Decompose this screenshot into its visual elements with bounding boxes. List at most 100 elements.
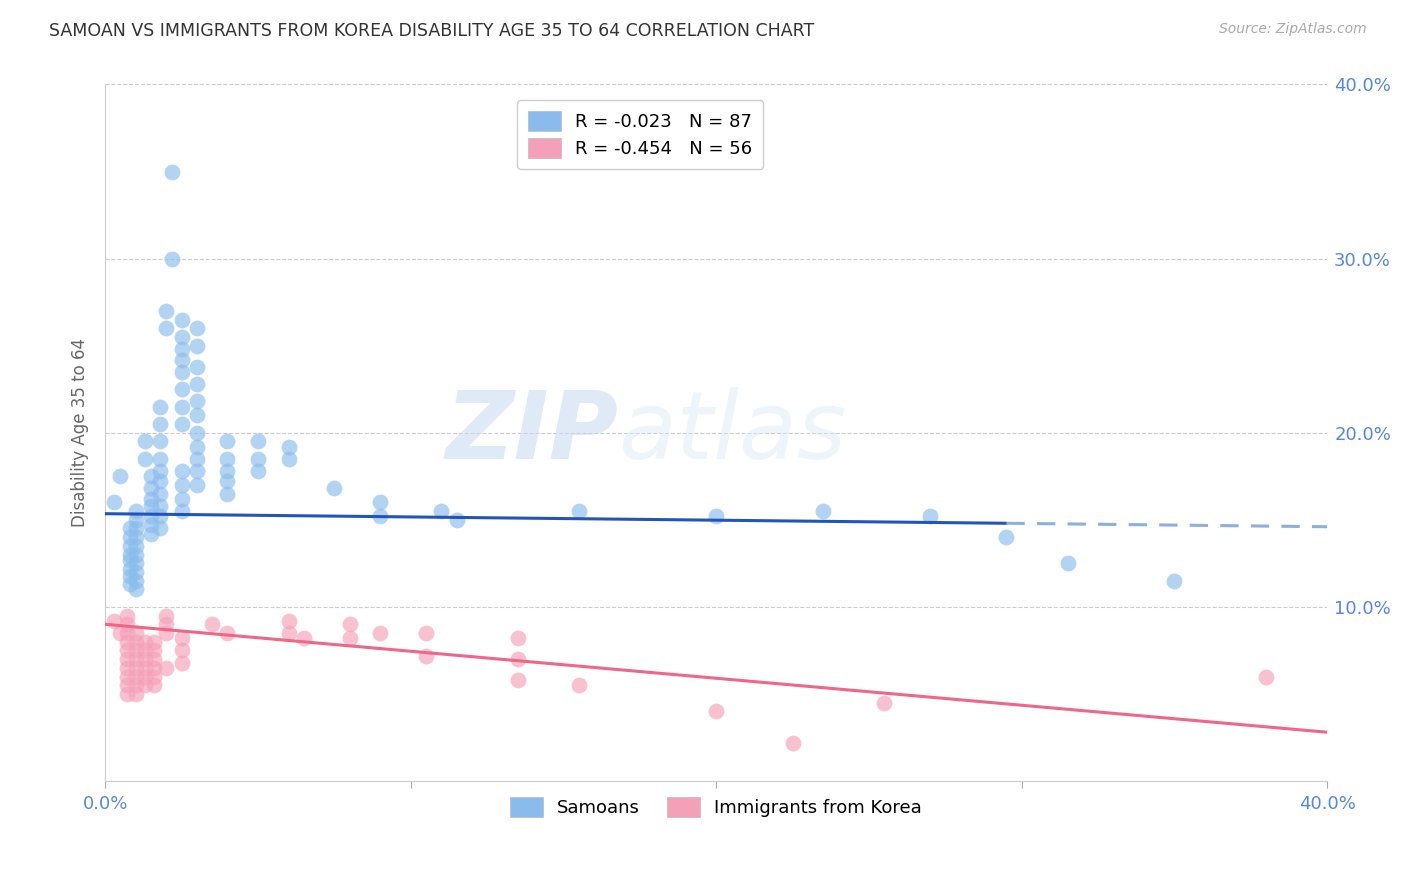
Point [143, 669, 166, 683]
Point [125, 678, 148, 692]
Point [139, 469, 162, 483]
Point [155, 617, 177, 632]
Point [125, 634, 148, 648]
Point [143, 634, 166, 648]
Point [149, 521, 172, 535]
Point [368, 495, 391, 509]
Point [170, 417, 193, 431]
Point [118, 539, 141, 553]
Point [103, 614, 125, 628]
Point [118, 548, 141, 562]
Point [143, 678, 166, 692]
Point [277, 451, 299, 466]
Point [506, 652, 529, 666]
Point [186, 478, 208, 492]
Point [115, 652, 138, 666]
Point [782, 736, 804, 750]
Point [115, 678, 138, 692]
Point [139, 518, 162, 533]
Point [186, 376, 208, 391]
Point [103, 495, 125, 509]
Point [125, 521, 148, 535]
Point [143, 643, 166, 657]
Text: atlas: atlas [619, 387, 846, 478]
Point [277, 440, 299, 454]
Point [811, 504, 834, 518]
Point [125, 504, 148, 518]
Point [704, 509, 727, 524]
Point [506, 673, 529, 687]
Point [139, 491, 162, 506]
Point [139, 482, 162, 496]
Point [115, 626, 138, 640]
Point [139, 526, 162, 541]
Point [118, 521, 141, 535]
Point [368, 626, 391, 640]
Point [125, 687, 148, 701]
Point [125, 652, 148, 666]
Point [118, 561, 141, 575]
Point [149, 434, 172, 449]
Point [446, 513, 468, 527]
Point [186, 464, 208, 478]
Point [125, 643, 148, 657]
Point [217, 486, 239, 500]
Point [186, 409, 208, 423]
Point [1163, 574, 1185, 588]
Point [170, 478, 193, 492]
Point [155, 626, 177, 640]
Point [170, 312, 193, 326]
Point [118, 577, 141, 591]
Point [149, 451, 172, 466]
Point [415, 648, 437, 663]
Point [143, 652, 166, 666]
Point [143, 661, 166, 675]
Point [134, 669, 156, 683]
Point [506, 631, 529, 645]
Point [115, 661, 138, 675]
Point [125, 661, 148, 675]
Point [995, 530, 1018, 544]
Point [125, 565, 148, 579]
Point [170, 342, 193, 356]
Point [149, 400, 172, 414]
Point [568, 504, 591, 518]
Point [568, 678, 591, 692]
Point [134, 643, 156, 657]
Point [149, 509, 172, 524]
Point [217, 451, 239, 466]
Point [323, 482, 346, 496]
Point [115, 608, 138, 623]
Point [115, 687, 138, 701]
Point [186, 394, 208, 409]
Point [186, 425, 208, 440]
Point [125, 548, 148, 562]
Point [170, 656, 193, 670]
Point [339, 617, 361, 632]
Point [125, 626, 148, 640]
Point [125, 539, 148, 553]
Point [217, 464, 239, 478]
Point [918, 509, 941, 524]
Point [217, 626, 239, 640]
Point [125, 557, 148, 571]
Point [155, 661, 177, 675]
Point [170, 643, 193, 657]
Point [162, 164, 184, 178]
Point [170, 631, 193, 645]
Point [110, 626, 132, 640]
Point [149, 417, 172, 431]
Point [118, 530, 141, 544]
Point [201, 617, 224, 632]
Legend: Samoans, Immigrants from Korea: Samoans, Immigrants from Korea [503, 790, 929, 824]
Text: Source: ZipAtlas.com: Source: ZipAtlas.com [1219, 22, 1367, 37]
Point [134, 661, 156, 675]
Point [186, 359, 208, 374]
Point [134, 652, 156, 666]
Point [118, 568, 141, 582]
Point [155, 608, 177, 623]
Point [155, 321, 177, 335]
Point [118, 553, 141, 567]
Point [415, 626, 437, 640]
Point [139, 509, 162, 524]
